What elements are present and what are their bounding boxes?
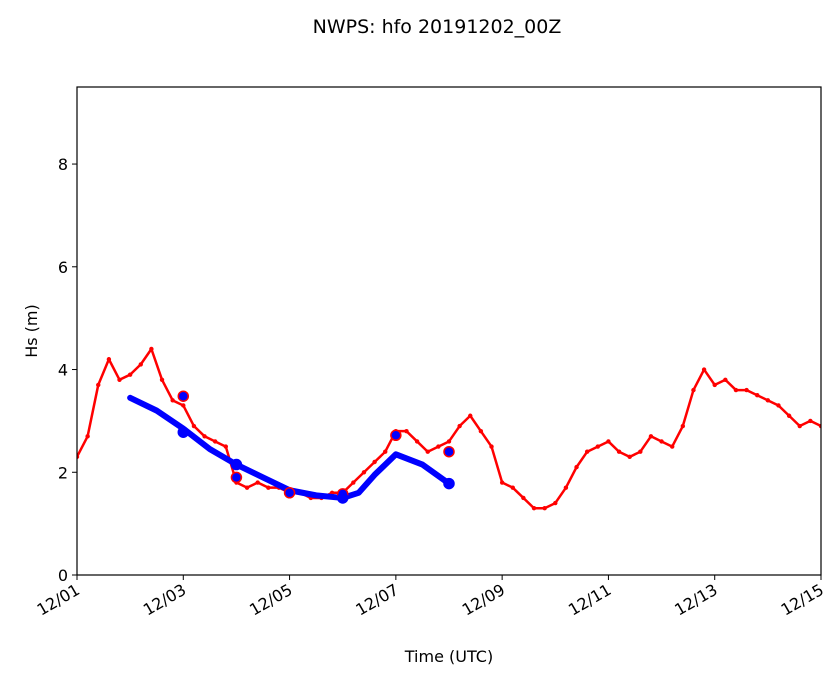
point [85,434,90,439]
point [510,485,515,490]
series-line [127,394,452,501]
point [283,487,296,499]
point [701,367,707,372]
x-tick-label: 12/15 [778,580,827,620]
point [443,445,455,458]
point [755,393,760,398]
point [606,439,611,444]
x-tick-label: 12/11 [565,580,614,620]
point [574,464,579,470]
point [443,477,455,490]
point [786,413,792,418]
x-tick-label: 12/07 [352,580,401,620]
point [404,428,409,434]
point [446,439,452,444]
point [478,428,484,434]
point [616,449,622,454]
point [127,372,133,377]
y-tick-label: 2 [58,463,68,482]
y-tick-label: 4 [58,361,68,380]
point [489,444,494,449]
x-tick-label: 12/13 [671,580,720,620]
point [230,471,243,484]
point [336,492,349,504]
point [563,485,569,490]
x-axis-label: Time (UTC) [404,647,493,666]
point [638,449,643,454]
point [584,449,590,454]
point [691,387,696,393]
point [170,398,175,403]
point [808,418,813,424]
point [191,423,197,429]
point [138,362,143,367]
chart-title: NWPS: hfo 20191202_00Z [313,16,562,38]
point [595,444,600,449]
point [553,500,558,506]
point [383,449,388,454]
y-tick-label: 8 [58,155,68,174]
point [499,480,505,485]
x-tick-label: 12/05 [246,580,295,620]
point [627,454,632,460]
point [531,506,537,511]
point [177,390,190,402]
point [351,480,356,485]
point [96,382,101,388]
point [680,423,686,429]
point [765,398,771,403]
point [390,429,402,442]
point [712,382,717,388]
point [436,444,441,449]
point [244,485,250,490]
point [117,377,122,382]
point [372,459,377,465]
y-axis-label: Hs (m) [22,304,41,358]
y-tick-label: 6 [58,258,68,277]
point [659,439,664,444]
point [521,495,526,501]
x-tick-label: 12/01 [34,580,83,620]
plot-area [77,346,821,511]
point [648,434,654,439]
plot-frame [76,86,822,576]
point [670,444,675,449]
point [744,387,749,393]
point [414,439,420,444]
point [212,439,218,444]
point [181,403,186,408]
point [230,458,243,471]
point [542,506,547,511]
x-tick-label: 12/03 [140,580,189,620]
y-tick-label: 0 [58,566,68,585]
point [425,449,430,454]
point [457,423,462,429]
point [733,387,739,393]
point [723,377,728,382]
point [177,426,190,438]
point [776,403,781,408]
point [468,413,473,418]
point [361,470,367,475]
point [106,357,112,362]
point [159,377,165,382]
point [202,434,207,439]
point [797,423,802,429]
point [223,444,228,449]
point [255,480,260,485]
point [149,346,154,352]
x-tick-label: 12/09 [459,580,508,620]
point [266,485,271,490]
